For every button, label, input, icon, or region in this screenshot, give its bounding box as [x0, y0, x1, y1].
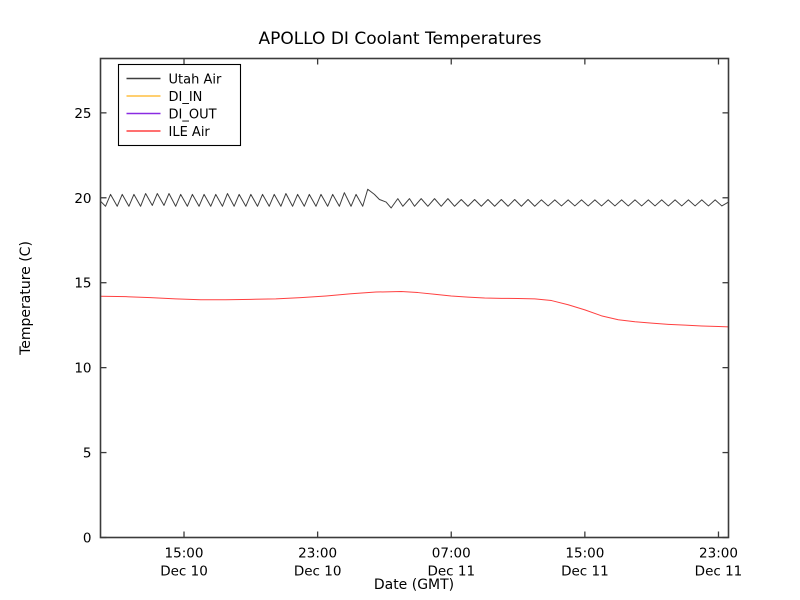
legend-label-di-out[interactable]: DI_OUT: [169, 108, 217, 123]
y-axis-label: Temperature (C): [18, 241, 34, 356]
y-tick-labels: 0 5 10 15 20 25: [74, 106, 91, 547]
x-tick-label-date: Dec 10: [160, 564, 208, 580]
legend-label-utah-air[interactable]: Utah Air: [169, 73, 222, 88]
x-tick-label-time: 15:00: [565, 546, 604, 562]
x-tick-label-time: 15:00: [165, 546, 204, 562]
data-series-group: [100, 188, 729, 328]
y-tick-label: 10: [74, 361, 91, 377]
x-tick-label-date: Dec 11: [561, 564, 609, 580]
y-tick-label: 20: [74, 191, 91, 207]
x-tick-label-time: 23:00: [298, 546, 337, 562]
series-line-ile-air: [100, 291, 729, 328]
x-tick-label-date: Dec 11: [427, 564, 475, 580]
chart-title: APOLLO DI Coolant Temperatures: [258, 29, 541, 49]
series-line-utah-air: [100, 188, 729, 209]
x-tick-labels: 15:00 Dec 10 23:00 Dec 10 07:00 Dec 11 15:00 De…: [160, 546, 742, 580]
x-axis-label: Date (GMT): [374, 577, 454, 593]
axis-ticks: [100, 58, 729, 539]
y-tick-label: 5: [83, 446, 92, 462]
y-tick-label: 15: [74, 276, 91, 292]
x-tick-label-time: 07:00: [432, 546, 471, 562]
x-tick-label-date: Dec 11: [695, 564, 743, 580]
y-tick-label: 25: [74, 106, 91, 122]
y-tick-label: 0: [83, 531, 92, 547]
x-tick-label-time: 23:00: [699, 546, 738, 562]
axes-frame: [99, 57, 730, 539]
plot-area: [99, 57, 730, 539]
legend-label-ile-air[interactable]: ILE Air: [169, 125, 211, 140]
x-tick-label-date: Dec 10: [294, 564, 342, 580]
legend-label-di-in[interactable]: DI_IN: [169, 90, 203, 105]
chart-legend[interactable]: Utah Air DI_IN DI_OUT ILE Air: [117, 63, 242, 147]
